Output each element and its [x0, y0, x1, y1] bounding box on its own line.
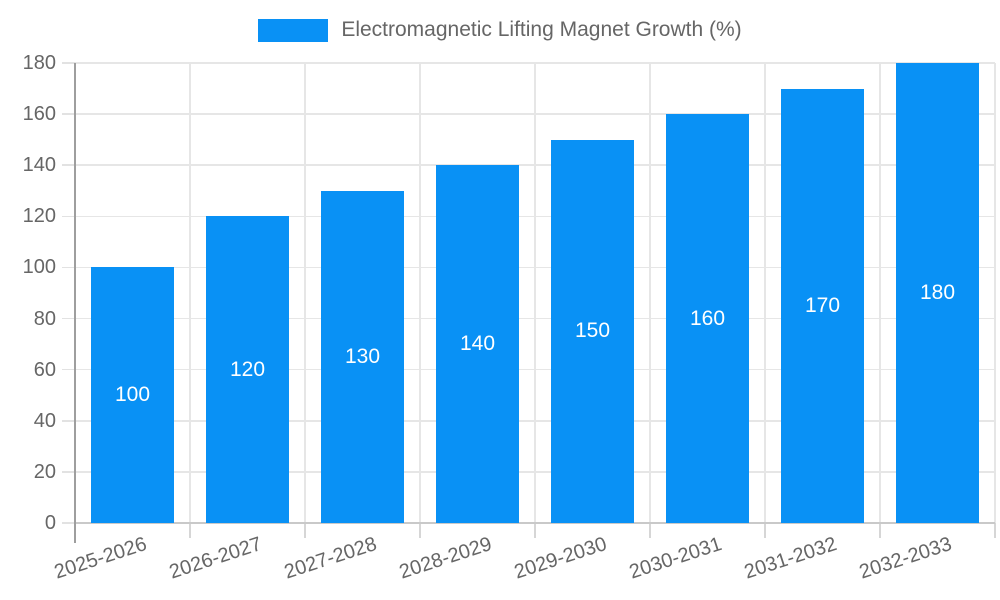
y-axis-tick-label: 0 [44, 512, 56, 534]
y-axis-tick [62, 266, 75, 269]
x-axis-tick-label: 2029-2030 [511, 533, 610, 584]
x-axis-tick [419, 523, 421, 538]
y-axis-tick-label: 20 [33, 460, 56, 483]
y-axis-tick-label: 80 [33, 307, 56, 330]
x-axis-tick-label: 2028-2029 [396, 533, 495, 584]
x-axis-tick-label: 2030-2031 [626, 533, 725, 584]
gridline-vertical [189, 63, 191, 523]
x-axis-tick [304, 523, 306, 538]
gridline-vertical [304, 63, 306, 523]
gridline-vertical [649, 63, 651, 523]
bar-2031-2032 [781, 88, 864, 523]
gridline-vertical [419, 63, 421, 523]
x-axis-tick [649, 523, 651, 538]
y-axis-tick [62, 113, 75, 115]
y-axis-tick [62, 62, 75, 64]
x-axis-tick [189, 523, 191, 538]
bar-value-label: 130 [344, 344, 381, 368]
y-axis-line [74, 63, 76, 543]
x-axis-tick [534, 523, 536, 538]
bar-2027-2028 [321, 190, 404, 523]
bar-2028-2029 [436, 165, 519, 523]
bar-value-label: 170 [804, 293, 841, 317]
bar-value-label: 100 [114, 383, 151, 407]
bar-value-label: 140 [459, 332, 496, 356]
x-axis-tick-label: 2032-2033 [856, 533, 955, 584]
bar-2026-2027 [206, 216, 289, 523]
x-axis-tick-label: 2026-2027 [166, 533, 265, 584]
bar-value-label: 120 [229, 357, 266, 381]
y-axis-tick [62, 317, 75, 320]
bar-2029-2030 [551, 139, 634, 523]
bar-value-label: 180 [919, 281, 956, 304]
x-axis-tick [764, 523, 766, 538]
x-axis-tick-label: 2031-2032 [741, 533, 840, 584]
y-axis-tick-label: 40 [33, 409, 56, 432]
y-axis-tick-label: 120 [22, 205, 56, 228]
x-axis-tick-label: 2025-2026 [51, 533, 150, 584]
y-axis-tick [62, 522, 75, 524]
gridline-vertical [879, 63, 881, 523]
y-axis-tick [62, 368, 75, 371]
y-axis-tick-label: 100 [22, 256, 56, 279]
bar-2032-2033 [896, 63, 979, 523]
y-axis-tick-label: 160 [22, 103, 56, 126]
bar-value-label: 150 [574, 319, 611, 343]
y-axis-tick [62, 420, 75, 422]
y-axis-tick-label: 140 [22, 154, 56, 177]
x-axis-tick [879, 523, 881, 538]
bar-2025-2026 [91, 267, 174, 523]
x-axis-line [75, 522, 995, 524]
legend-swatch [258, 18, 329, 42]
bar-2030-2031 [666, 114, 749, 523]
y-axis-tick [62, 164, 75, 166]
legend-label: Electromagnetic Lifting Magnet Growth (%… [341, 18, 742, 41]
x-axis-tick [994, 523, 996, 538]
y-axis-tick [62, 215, 75, 218]
legend[interactable]: Electromagnetic Lifting Magnet Growth (%… [0, 16, 1000, 44]
gridline-vertical [994, 63, 996, 523]
bar-value-label: 160 [689, 306, 726, 330]
y-axis-tick-label: 180 [22, 52, 56, 74]
x-axis-tick-label: 2027-2028 [281, 533, 380, 584]
gridline-vertical [534, 63, 536, 523]
gridline-vertical [764, 63, 766, 523]
y-axis-tick-label: 60 [33, 358, 56, 381]
y-axis-tick [62, 471, 75, 473]
